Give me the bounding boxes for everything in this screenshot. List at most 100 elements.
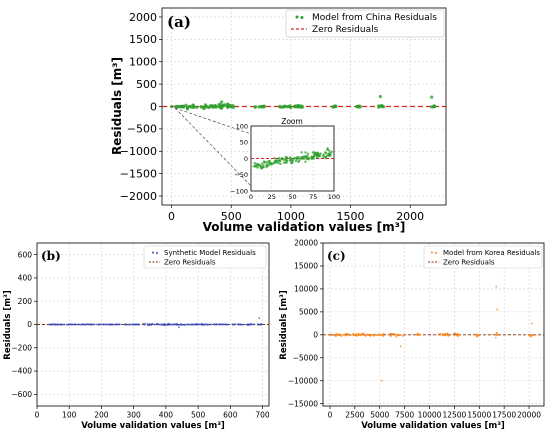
data-point-outlier bbox=[177, 326, 180, 329]
inset-data-point bbox=[295, 156, 299, 159]
inset-data-point bbox=[313, 151, 316, 154]
data-point bbox=[337, 333, 340, 336]
data-point-outlier bbox=[496, 308, 499, 311]
panel-c-xlabel: Volume validation values [m³] bbox=[361, 421, 505, 431]
x-tick-label: 300 bbox=[127, 411, 142, 420]
legend-label-synthetic: Synthetic Model Residuals bbox=[164, 249, 256, 257]
data-point bbox=[100, 323, 102, 326]
inset-x-tick-label: 75 bbox=[309, 193, 317, 201]
x-tick-label: 15000 bbox=[467, 411, 491, 420]
data-point bbox=[458, 334, 461, 336]
data-point bbox=[258, 323, 261, 326]
inset-x-tick-label: 0 bbox=[249, 193, 253, 201]
x-tick-label: 1000 bbox=[277, 210, 305, 223]
data-point bbox=[377, 333, 380, 336]
panel-b-ylabel: Residuals [m³] bbox=[3, 290, 13, 360]
data-point bbox=[181, 323, 184, 326]
data-point-outlier bbox=[531, 322, 533, 325]
inset-x-tick-label: 100 bbox=[328, 193, 340, 201]
data-point bbox=[391, 333, 394, 335]
data-point bbox=[346, 334, 349, 336]
y-tick-label: 1500 bbox=[129, 33, 157, 46]
x-tick-label: 1500 bbox=[337, 210, 365, 223]
data-point bbox=[68, 323, 70, 326]
inset-data-point bbox=[265, 160, 269, 164]
data-point bbox=[453, 332, 456, 335]
data-point bbox=[217, 103, 221, 107]
panel-a-label: (a) bbox=[167, 13, 191, 31]
y-tick-label: 20000 bbox=[294, 239, 318, 248]
inset-data-point bbox=[289, 158, 293, 162]
data-point bbox=[135, 323, 138, 326]
x-tick-label: 2000 bbox=[396, 210, 424, 223]
data-point bbox=[128, 323, 130, 326]
data-point bbox=[236, 323, 239, 326]
panel-b-legend: Synthetic Model Residuals Zero Residuals bbox=[143, 245, 267, 269]
inset-data-point bbox=[282, 161, 286, 164]
inset-y-tick-label: 50 bbox=[240, 139, 248, 147]
data-point bbox=[174, 323, 177, 325]
inset-data-point bbox=[300, 151, 303, 154]
data-point-outlier bbox=[258, 317, 261, 319]
inset-data-point bbox=[306, 152, 310, 155]
data-point bbox=[395, 335, 397, 338]
data-point bbox=[240, 323, 243, 326]
legend-label-korea: Model from Korea Residuals bbox=[443, 249, 540, 257]
y-tick-label: −1000 bbox=[120, 145, 157, 158]
data-point bbox=[301, 105, 305, 109]
data-point bbox=[69, 323, 72, 326]
panel-c-label: (c) bbox=[327, 249, 346, 263]
data-point bbox=[63, 323, 66, 326]
x-tick-label: 600 bbox=[223, 411, 238, 420]
data-point bbox=[75, 323, 78, 326]
data-point bbox=[444, 334, 447, 337]
y-tick-label: 5000 bbox=[299, 307, 318, 316]
data-point bbox=[293, 105, 298, 109]
panel-a-xlabel: Volume validation values [m³] bbox=[203, 220, 406, 234]
inset-data-point bbox=[330, 150, 334, 154]
data-point bbox=[429, 105, 434, 109]
data-point bbox=[352, 334, 355, 337]
data-point bbox=[381, 104, 385, 108]
inset-data-point bbox=[254, 165, 257, 168]
data-point bbox=[59, 323, 62, 326]
inset-data-point bbox=[284, 158, 288, 161]
x-tick-label: 2500 bbox=[345, 411, 364, 420]
data-point bbox=[195, 105, 199, 110]
data-point bbox=[257, 323, 260, 325]
inset-data-point bbox=[276, 159, 280, 163]
inset-data-point bbox=[328, 153, 331, 157]
data-point bbox=[171, 323, 174, 326]
panel-a-ylabel: Residuals [m³] bbox=[110, 57, 124, 155]
data-point bbox=[181, 105, 186, 109]
data-point-outlier bbox=[399, 345, 402, 348]
data-point bbox=[262, 104, 266, 108]
data-point bbox=[204, 323, 207, 326]
data-point bbox=[192, 105, 196, 109]
data-point bbox=[169, 104, 174, 109]
data-point bbox=[348, 334, 351, 336]
data-point bbox=[167, 324, 169, 326]
x-tick-label: 5000 bbox=[370, 411, 389, 420]
data-point bbox=[253, 104, 258, 109]
data-point bbox=[379, 334, 381, 337]
data-point bbox=[357, 332, 360, 335]
data-point bbox=[369, 333, 372, 336]
inset-data-point bbox=[303, 157, 306, 160]
data-point bbox=[131, 323, 134, 326]
data-point bbox=[401, 334, 404, 337]
inset-data-point bbox=[265, 165, 268, 169]
data-point bbox=[156, 322, 158, 325]
data-point bbox=[97, 323, 100, 326]
data-point bbox=[165, 324, 168, 326]
y-tick-label: 500 bbox=[136, 78, 157, 91]
inset-y-tick-label: −50 bbox=[234, 171, 248, 179]
data-point bbox=[376, 334, 379, 337]
data-point bbox=[206, 323, 209, 326]
inset-data-point bbox=[284, 161, 288, 164]
y-tick-label: −400 bbox=[11, 367, 32, 376]
inset-y-tick-label: −100 bbox=[230, 187, 248, 195]
x-tick-label: 7500 bbox=[395, 411, 414, 420]
data-point bbox=[398, 334, 401, 337]
inset-data-point bbox=[253, 161, 256, 165]
